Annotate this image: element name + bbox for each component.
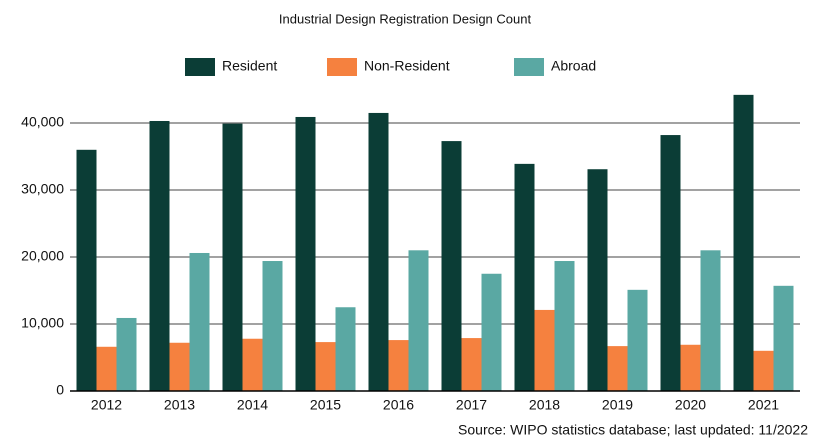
bar: [242, 338, 263, 391]
x-tick-label: 2014: [237, 397, 268, 413]
bar: [408, 250, 429, 391]
bar: [773, 285, 794, 391]
bar: [607, 346, 628, 391]
bar: [753, 350, 774, 391]
x-tick-label: 2020: [675, 397, 706, 413]
bar: [700, 250, 721, 391]
bar: [335, 307, 356, 391]
bar: [481, 273, 502, 391]
bar: [534, 309, 555, 391]
legend-label: Resident: [222, 58, 277, 74]
y-tick-label: 10,000: [21, 315, 64, 331]
legend-swatch: [327, 58, 357, 76]
bar: [262, 261, 283, 391]
bar: [315, 342, 336, 391]
legend-swatch: [185, 58, 215, 76]
bar: [441, 141, 462, 391]
x-tick-label: 2016: [383, 397, 414, 413]
bar: [116, 317, 137, 391]
bar: [627, 289, 648, 391]
bar: [554, 261, 575, 391]
y-tick-label: 0: [56, 382, 64, 398]
bar: [680, 344, 701, 391]
bar: [169, 342, 190, 391]
bar: [96, 346, 117, 391]
bar: [514, 163, 535, 391]
bar: [368, 112, 389, 391]
legend-label: Abroad: [551, 58, 596, 74]
bar: [189, 252, 210, 391]
bar: [295, 116, 316, 391]
legend-label: Non-Resident: [364, 58, 450, 74]
x-tick-label: 2015: [310, 397, 341, 413]
bar: [388, 340, 409, 391]
bar: [149, 120, 170, 392]
y-tick-label: 20,000: [21, 248, 64, 264]
x-tick-label: 2012: [91, 397, 122, 413]
source-note: Source: WIPO statistics database; last u…: [458, 422, 808, 438]
y-tick-label: 30,000: [21, 181, 64, 197]
x-tick-label: 2013: [164, 397, 195, 413]
bar: [222, 123, 243, 392]
bar: [660, 135, 681, 391]
x-tick-label: 2017: [456, 397, 487, 413]
x-tick-label: 2021: [748, 397, 779, 413]
bar: [587, 169, 608, 391]
bar: [733, 94, 754, 392]
x-tick-label: 2018: [529, 397, 560, 413]
chart-title: Industrial Design Registration Design Co…: [279, 11, 532, 26]
y-tick-label: 40,000: [21, 114, 64, 130]
legend-swatch: [514, 58, 544, 76]
bar: [461, 338, 482, 391]
x-tick-label: 2019: [602, 397, 633, 413]
bar: [76, 149, 97, 391]
